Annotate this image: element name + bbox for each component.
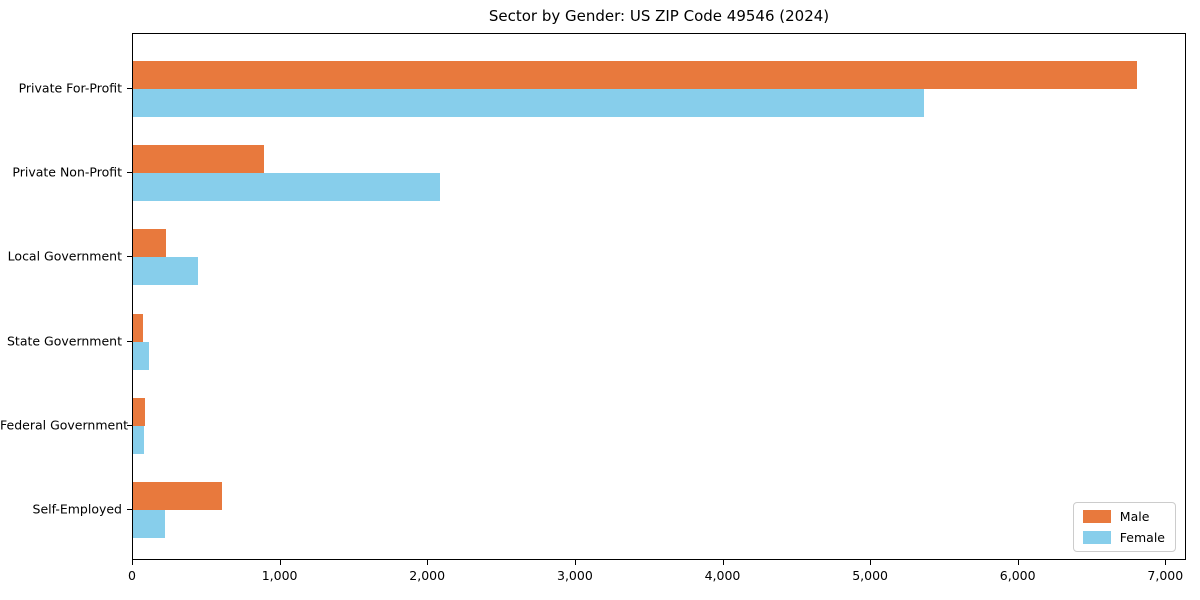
x-tick-4000 — [722, 560, 724, 565]
x-tick-label-2000: 2,000 — [409, 568, 446, 583]
y-tick-federal-government — [127, 424, 132, 426]
bar-male-federal-government — [133, 397, 145, 426]
y-axis-label-private-for-profit: Private For-Profit — [18, 80, 122, 96]
bar-male-local-government — [133, 229, 166, 258]
bar-male-private-for-profit — [133, 61, 1137, 89]
legend-label-male: Male — [1119, 509, 1150, 524]
bar-female-federal-government — [133, 425, 145, 454]
bar-female-self-employed — [133, 510, 165, 538]
legend-item-female: Female — [1082, 530, 1165, 545]
bar-female-state-government — [133, 341, 150, 370]
bar-male-self-employed — [133, 482, 222, 510]
y-tick-self-employed — [127, 509, 132, 510]
y-axis-label-private-non-profit: Private Non-Profit — [12, 164, 122, 180]
x-tick-label-0: 0 — [128, 568, 136, 583]
y-axis-label-state-government: State Government — [6, 333, 122, 349]
x-tick-0 — [132, 560, 133, 565]
bar-male-state-government — [133, 313, 144, 342]
x-tick-5000 — [870, 560, 872, 565]
bar-female-private-for-profit — [133, 89, 925, 117]
y-tick-private-for-profit — [127, 88, 132, 89]
y-axis-label-self-employed: Self-Employed — [32, 501, 122, 517]
legend-swatch-male — [1082, 510, 1111, 523]
y-tick-local-government — [127, 256, 132, 258]
x-tick-label-5000: 5,000 — [852, 568, 888, 583]
x-tick-1000 — [279, 560, 281, 565]
bar-female-private-non-profit — [133, 173, 440, 202]
x-tick-label-1000: 1,000 — [261, 568, 298, 583]
x-tick-3000 — [574, 560, 576, 565]
y-axis-label-federal-government: Federal Government — [0, 417, 129, 433]
y-tick-state-government — [127, 340, 132, 342]
legend-label-female: Female — [1119, 530, 1165, 545]
x-tick-6000 — [1017, 560, 1019, 565]
bar-male-private-non-profit — [133, 145, 265, 174]
legend: Male Female — [1072, 502, 1176, 552]
legend-swatch-female — [1082, 531, 1111, 544]
x-tick-label-4000: 4,000 — [704, 568, 741, 583]
x-tick-2000 — [427, 560, 429, 565]
legend-item-male: Male — [1082, 509, 1165, 524]
bar-female-local-government — [133, 257, 198, 286]
chart-title: Sector by Gender: US ZIP Code 49546 (202… — [488, 7, 830, 25]
x-tick-label-7000: 7,000 — [1147, 568, 1184, 583]
plot-area: Male Female — [132, 33, 1186, 560]
y-tick-private-non-profit — [127, 172, 132, 174]
y-axis-label-local-government: Local Government — [7, 248, 122, 264]
x-tick-7000 — [1165, 560, 1167, 565]
x-tick-label-3000: 3,000 — [556, 568, 593, 583]
x-tick-label-6000: 6,000 — [999, 568, 1036, 583]
